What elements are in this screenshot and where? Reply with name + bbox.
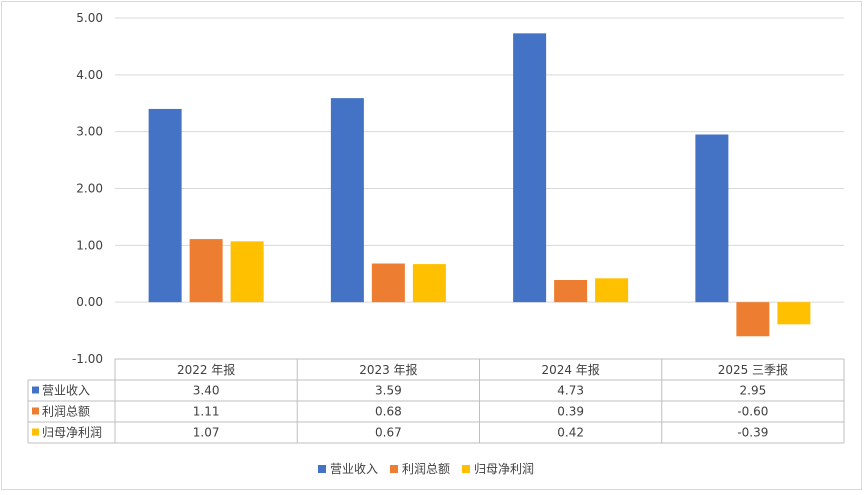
bar — [777, 302, 811, 325]
table-legend-key — [32, 407, 39, 415]
bar — [230, 241, 264, 303]
table-value: 0.67 — [375, 426, 402, 440]
bar — [330, 98, 364, 303]
y-tick-label: 2.00 — [76, 182, 103, 196]
y-tick-label: 3.00 — [76, 125, 103, 139]
legend: 营业收入 利润总额 归母净利润 — [318, 462, 534, 476]
category-label: 2024 年报 — [541, 362, 599, 377]
series-name: 利润总额 — [42, 405, 90, 419]
table-legend-key — [32, 428, 39, 436]
category-label: 2025 三季报 — [718, 362, 788, 377]
y-tick-label: 1.00 — [76, 238, 103, 252]
grid-layer — [115, 17, 844, 360]
bar — [513, 33, 547, 303]
table-value: -0.39 — [737, 426, 768, 440]
bar — [371, 263, 405, 303]
y-tick-label: 5.00 — [76, 11, 103, 25]
category-label: 2022 年报 — [177, 362, 235, 377]
legend-key — [390, 465, 398, 473]
bar — [554, 280, 588, 303]
legend-key — [462, 465, 470, 473]
table-value: 1.07 — [193, 426, 220, 440]
bar — [695, 134, 729, 303]
y-tick-label: 4.00 — [76, 68, 103, 82]
bar — [412, 264, 446, 303]
table-value: 1.11 — [193, 405, 220, 419]
series-name: 营业收入 — [42, 384, 90, 398]
bar — [189, 239, 223, 303]
category-label: 2023 年报 — [359, 362, 417, 377]
bar-layer — [148, 33, 811, 337]
legend-label: 营业收入 — [330, 462, 378, 476]
table-value: 2.95 — [740, 384, 767, 398]
legend-key — [318, 465, 326, 473]
y-tick-label: 0.00 — [76, 295, 103, 309]
table-value: 0.39 — [557, 405, 584, 419]
y-tick-label: -1.00 — [72, 352, 103, 366]
legend-label: 利润总额 — [402, 462, 450, 476]
y-tick-layer: 5.00 4.00 3.00 2.00 1.00 0.00 -1.00 — [72, 11, 103, 366]
table-value: 4.73 — [557, 384, 584, 398]
table-value: -0.60 — [737, 405, 768, 419]
table-value: 3.59 — [375, 384, 402, 398]
bar — [736, 302, 770, 337]
bar — [148, 108, 182, 303]
table-value: 3.40 — [193, 384, 220, 398]
table-value: 0.42 — [557, 426, 584, 440]
legend-label: 归母净利润 — [474, 462, 534, 476]
series-name: 归母净利润 — [42, 426, 102, 440]
table-value: 0.68 — [375, 405, 402, 419]
bar — [595, 278, 629, 303]
table-legend-key — [32, 386, 39, 394]
